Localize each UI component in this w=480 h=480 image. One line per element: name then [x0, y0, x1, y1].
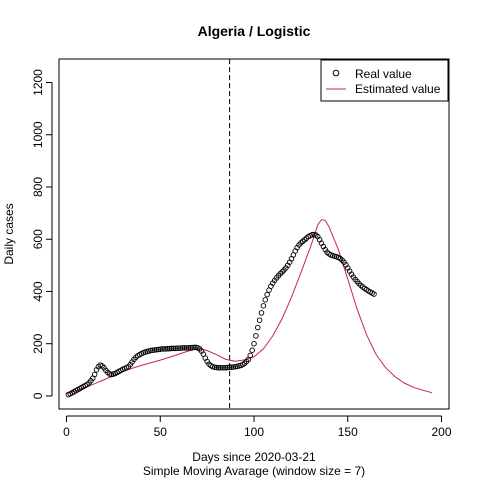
legend-label-estimated: Estimated value: [355, 82, 441, 96]
data-point-real: [258, 310, 265, 316]
data-point-real: [264, 291, 270, 298]
data-point-real: [309, 232, 315, 238]
data-point-real: [157, 346, 163, 352]
data-point-real: [176, 345, 182, 351]
data-point-real: [232, 363, 238, 370]
legend-marker-real: [332, 69, 340, 77]
data-point-real: [251, 340, 257, 347]
data-point-real: [159, 346, 165, 352]
data-point-real: [155, 346, 162, 353]
data-point-real: [172, 345, 178, 352]
data-point-real: [224, 364, 231, 371]
data-point-real: [253, 333, 259, 339]
data-point-real: [226, 364, 233, 370]
data-point-real: [247, 352, 253, 359]
data-point-real: [148, 347, 154, 354]
data-point-real: [178, 345, 184, 351]
data-point-real: [168, 345, 175, 352]
data-point-real: [166, 345, 173, 352]
data-point-real: [228, 364, 235, 370]
data-point-real: [217, 364, 223, 371]
x-tick-label: 50: [154, 425, 168, 439]
data-point-real: [153, 346, 160, 353]
data-point-real: [179, 345, 186, 351]
data-point-real: [185, 345, 192, 351]
y-tick-label: 600: [31, 229, 45, 249]
data-point-real: [191, 344, 197, 351]
y-tick-label: 1000: [31, 121, 45, 148]
data-point-real: [174, 345, 180, 351]
data-point-real: [163, 346, 169, 352]
data-point-real: [170, 345, 177, 352]
legend-label-real: Real value: [355, 67, 412, 81]
y-tick-label: 1200: [31, 69, 45, 96]
data-point-real: [254, 324, 261, 331]
data-point-real: [249, 347, 255, 353]
data-point-real: [161, 346, 167, 352]
data-point-real: [181, 345, 188, 351]
data-point-real: [262, 297, 269, 303]
x-axis-label: Days since 2020-03-21: [192, 450, 316, 464]
data-point-real: [230, 364, 237, 370]
data-point-real: [221, 364, 227, 371]
data-point-real: [256, 317, 263, 323]
data-point-real: [189, 344, 195, 351]
y-tick-label: 400: [31, 281, 45, 301]
chart-title: Algeria / Logistic: [198, 23, 311, 39]
y-axis-label: Daily cases: [2, 203, 16, 264]
data-point-real: [223, 364, 229, 371]
data-point-real: [164, 345, 171, 352]
data-point-real: [211, 364, 218, 370]
data-point-real: [371, 291, 377, 297]
x-tick-label: 200: [431, 425, 451, 439]
x-tick-label: 0: [63, 425, 70, 439]
x-axis-sublabel: Simple Moving Avarage (window size = 7): [143, 464, 365, 478]
plot-frame: [58, 58, 450, 410]
data-point-real: [213, 364, 220, 371]
data-point-real: [91, 371, 98, 378]
y-tick-label: 0: [31, 392, 45, 399]
data-point-real: [151, 347, 158, 353]
plot-area: [65, 59, 433, 409]
legend: Real value Estimated value: [320, 59, 449, 102]
x-tick-label: 150: [338, 425, 358, 439]
data-point-real: [149, 347, 156, 353]
legend-box: [320, 59, 449, 102]
y-tick-label: 200: [31, 333, 45, 353]
series-line-estimated: [66, 219, 433, 394]
x-tick-label: 100: [244, 425, 264, 439]
y-tick-label: 800: [31, 177, 45, 197]
data-point-real: [260, 303, 267, 309]
axes: 0 50 100 150 200 0 200 400 600 800 1000 1200: [31, 69, 452, 439]
data-point-real: [183, 345, 190, 351]
data-point-real: [219, 364, 225, 371]
data-point-real: [215, 364, 222, 371]
data-point-real: [187, 344, 193, 351]
